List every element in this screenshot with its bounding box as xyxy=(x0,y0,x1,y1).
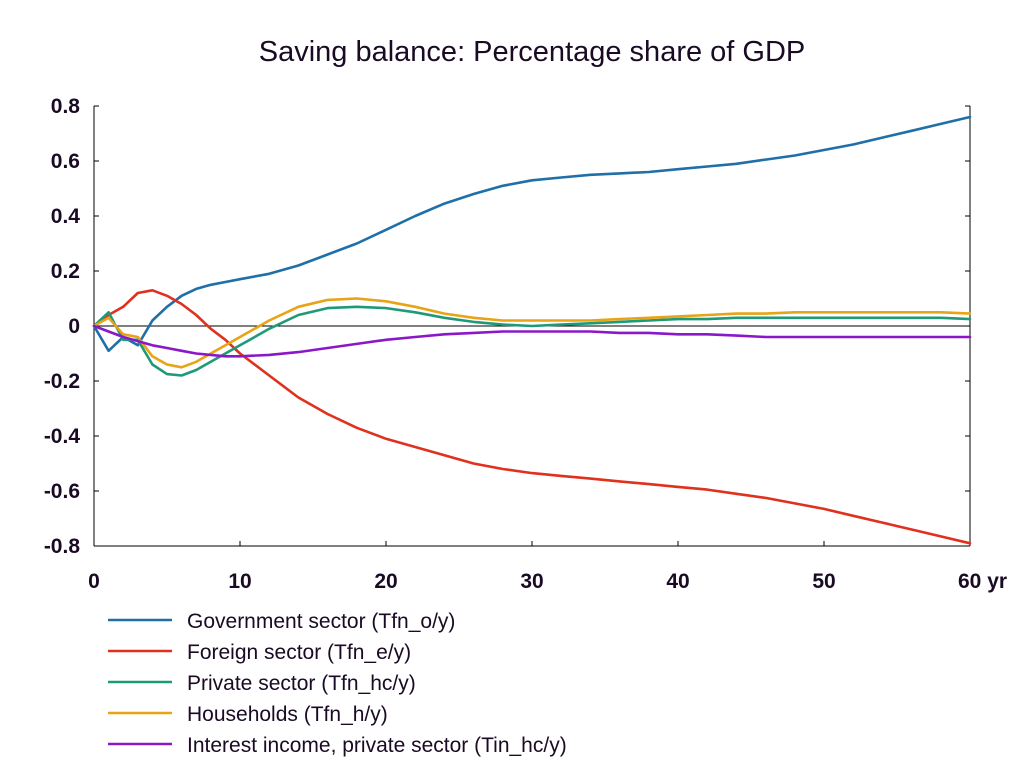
series-layer xyxy=(92,115,972,545)
series-line xyxy=(92,288,972,545)
series-line xyxy=(92,297,972,369)
legend-label: Interest income, private sector (Tin_hc/… xyxy=(187,734,567,757)
x-tick-label: 60 yr xyxy=(958,570,1007,593)
chart-title: Saving balance: Percentage share of GDP xyxy=(259,36,806,68)
series-line xyxy=(92,324,972,358)
legend-label: Government sector (Tfn_o/y) xyxy=(187,610,455,633)
y-tick-label: -0.2 xyxy=(44,370,80,393)
axes: -0.8 -0.6 -0.4 -0.2 0 0.2 0.4 0.6 0.8 0 10 20 30 40 50… xyxy=(44,95,1007,593)
series-line xyxy=(92,115,972,353)
y-tick-label: 0.8 xyxy=(51,95,81,118)
y-tick-label: -0.8 xyxy=(44,535,81,558)
y-tick-label: 0.6 xyxy=(51,150,80,173)
legend-label: Households (Tfn_h/y) xyxy=(187,703,388,726)
x-tick-label: 30 xyxy=(520,570,543,593)
series-line xyxy=(92,305,972,377)
y-tick-label: -0.6 xyxy=(44,480,80,503)
x-tick-label: 0 xyxy=(88,570,100,593)
y-tick-label: 0 xyxy=(68,315,80,338)
legend-label: Foreign sector (Tfn_e/y) xyxy=(187,641,411,664)
y-tick-label: 0.2 xyxy=(51,260,80,283)
x-tick-label: 50 xyxy=(812,570,835,593)
x-tick-label: 20 xyxy=(374,570,397,593)
y-tick-label: -0.4 xyxy=(44,425,81,448)
legend-label: Private sector (Tfn_hc/y) xyxy=(187,672,416,695)
x-tick-label: 40 xyxy=(666,570,689,593)
legend: Government sector (Tfn_o/y) Foreign secto… xyxy=(108,610,567,757)
y-tick-label: 0.4 xyxy=(51,205,81,228)
x-tick-label: 10 xyxy=(228,570,251,593)
